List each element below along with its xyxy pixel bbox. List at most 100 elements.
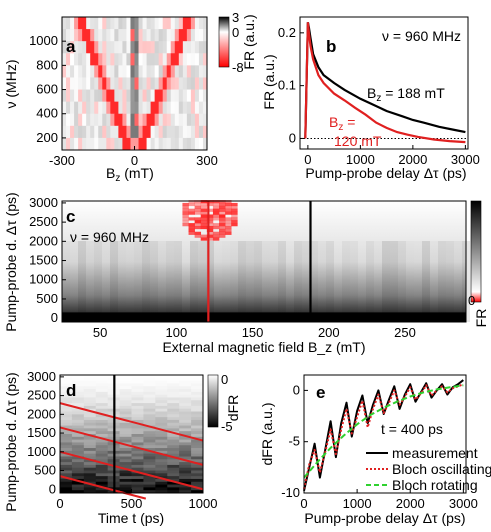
heatmap-cell (130, 53, 135, 66)
heatmap-cell (83, 403, 97, 407)
heatmap-cell (60, 375, 73, 379)
heatmap-cell (60, 470, 73, 474)
heatmap-cell (71, 411, 85, 415)
heatmap-cell (143, 428, 156, 432)
heatmap-cell (86, 17, 91, 30)
heatmap-cell (146, 77, 152, 90)
heatmap-cell (131, 380, 144, 384)
heatmap-cell (62, 137, 67, 151)
heatmap-cell (126, 89, 131, 103)
panel-b-annotation: ν = 960 MHz (382, 28, 461, 44)
heatmap-cell (191, 400, 204, 404)
heatmap-cell (94, 29, 99, 42)
heatmap-cell (83, 456, 97, 460)
heatmap-cell (119, 434, 132, 438)
heatmap-cell (74, 77, 79, 90)
heatmap-cell (131, 442, 144, 446)
heatmap-cell (167, 459, 180, 463)
heatmap-cell (143, 389, 156, 393)
heatmap-cell (158, 17, 164, 30)
heatmap-cell (71, 375, 85, 379)
heatmap-cell (71, 391, 85, 396)
heatmap-cell (194, 217, 202, 221)
panel-b-label: b (326, 37, 336, 56)
heatmap-cell (119, 417, 132, 421)
heatmap-cell (119, 459, 132, 463)
heatmap-cell (167, 490, 180, 494)
heatmap-cell (167, 462, 180, 466)
heatmap-cell (66, 89, 71, 103)
heatmap-cell (138, 41, 143, 54)
heatmap-cell (62, 113, 67, 127)
heatmap-cell (150, 41, 156, 54)
heatmap-cell (179, 481, 192, 485)
heatmap-cell (162, 29, 168, 42)
heatmap-cell (102, 17, 107, 30)
heatmap-cell (191, 434, 204, 438)
heatmap-stripe (150, 241, 158, 322)
heatmap-cell (74, 113, 79, 127)
heatmap-cell (126, 137, 131, 151)
heatmap-cell (191, 391, 204, 396)
heatmap-cell (170, 89, 176, 103)
heatmap-cell (82, 29, 87, 42)
heatmap-cell (82, 41, 87, 54)
heatmap-cell (122, 65, 127, 78)
heatmap-cell (74, 125, 79, 139)
heatmap-cell (106, 89, 111, 103)
heatmap-cell (95, 464, 109, 469)
heatmap-cell (167, 391, 180, 396)
heatmap-cell (167, 487, 180, 491)
panel-e-ytick-label: -10 (281, 485, 300, 500)
heatmap-cell (155, 478, 168, 483)
heatmap-cell (182, 17, 188, 30)
heatmap-cell (95, 459, 109, 463)
heatmap-cell (119, 397, 132, 401)
heatmap-cell (118, 65, 123, 78)
heatmap-cell (167, 414, 180, 418)
heatmap-cell (71, 397, 85, 401)
heatmap-cell (83, 386, 97, 390)
heatmap-cell (191, 386, 204, 390)
heatmap-cell (82, 53, 87, 66)
heatmap-cell (191, 428, 204, 432)
heatmap-cell (191, 377, 204, 382)
panel-e-legend: measurement Bloch oscillating Bloch rota… (366, 445, 491, 493)
heatmap-cell (174, 41, 180, 54)
heatmap-cell (200, 214, 208, 218)
heatmap-cell (95, 487, 109, 491)
heatmap-cell (142, 17, 147, 30)
heatmap-cell (179, 464, 192, 469)
heatmap-cell (179, 377, 192, 382)
heatmap-cell (70, 41, 75, 54)
heatmap-cell (212, 200, 220, 204)
heatmap-cell (179, 490, 192, 494)
heatmap-cell (166, 89, 172, 103)
heatmap-cell (60, 377, 73, 382)
heatmap-cell (114, 17, 119, 30)
heatmap-cell (66, 113, 71, 127)
heatmap-cell (95, 403, 109, 407)
heatmap-cell (142, 101, 147, 115)
heatmap-cell (60, 481, 73, 485)
heatmap-cell (188, 202, 195, 207)
heatmap-cell (143, 478, 156, 483)
heatmap-cell (134, 113, 139, 127)
heatmap-cell (74, 89, 79, 103)
heatmap-cell (190, 77, 196, 90)
heatmap-cell (66, 29, 71, 42)
heatmap-cell (131, 462, 144, 466)
panel-a-xtick-label: -300 (49, 153, 75, 168)
panel-a-colorbar-tick: 0 (232, 25, 239, 40)
heatmap-cell (155, 403, 168, 407)
heatmap-cell (191, 453, 204, 457)
heatmap-cell (122, 53, 127, 66)
panel-d-colorbar-tick: 0 (221, 372, 228, 387)
heatmap-cell (86, 113, 91, 127)
heatmap-cell (60, 380, 73, 384)
heatmap-cell (131, 408, 144, 412)
heatmap-cell (179, 439, 192, 443)
heatmap-cell (178, 101, 184, 115)
heatmap-cell (166, 125, 172, 139)
heatmap-cell (119, 453, 132, 457)
